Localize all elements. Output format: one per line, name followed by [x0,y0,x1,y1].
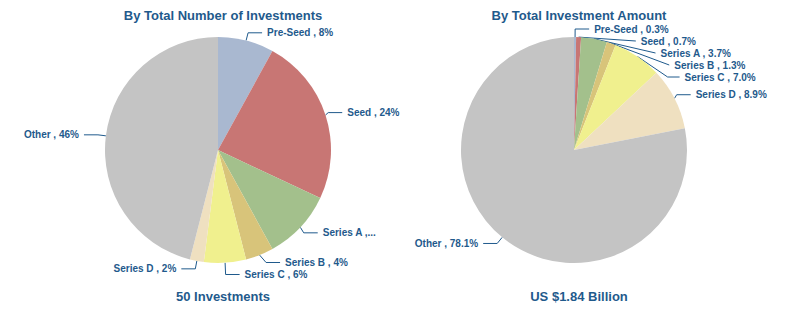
svg-text:Pre-Seed , 8%: Pre-Seed , 8% [267,27,333,38]
svg-text:Series A ,...: Series A ,... [323,227,376,238]
svg-text:50 Investments: 50 Investments [176,289,270,304]
svg-text:Series B , 4%: Series B , 4% [285,257,348,268]
svg-text:Series C , 7.0%: Series C , 7.0% [685,72,756,83]
svg-text:Seed , 0.7%: Seed , 0.7% [641,36,696,47]
svg-text:Other , 78.1%: Other , 78.1% [415,238,478,249]
svg-text:US $1.84 Billion: US $1.84 Billion [530,289,628,304]
svg-text:Series D , 2%: Series D , 2% [114,263,177,274]
svg-text:Pre-Seed , 0.3%: Pre-Seed , 0.3% [594,24,669,35]
svg-text:Series B , 1.3%: Series B , 1.3% [674,60,745,71]
svg-text:By Total Investment Amount: By Total Investment Amount [492,8,667,23]
svg-text:Series A , 3.7%: Series A , 3.7% [661,48,732,59]
svg-text:Series C , 6%: Series C , 6% [245,269,308,280]
svg-text:Series D , 8.9%: Series D , 8.9% [696,89,767,100]
svg-text:Seed , 24%: Seed , 24% [347,107,399,118]
svg-text:By Total Number of Investments: By Total Number of Investments [124,8,322,23]
svg-text:Other , 46%: Other , 46% [24,129,79,140]
